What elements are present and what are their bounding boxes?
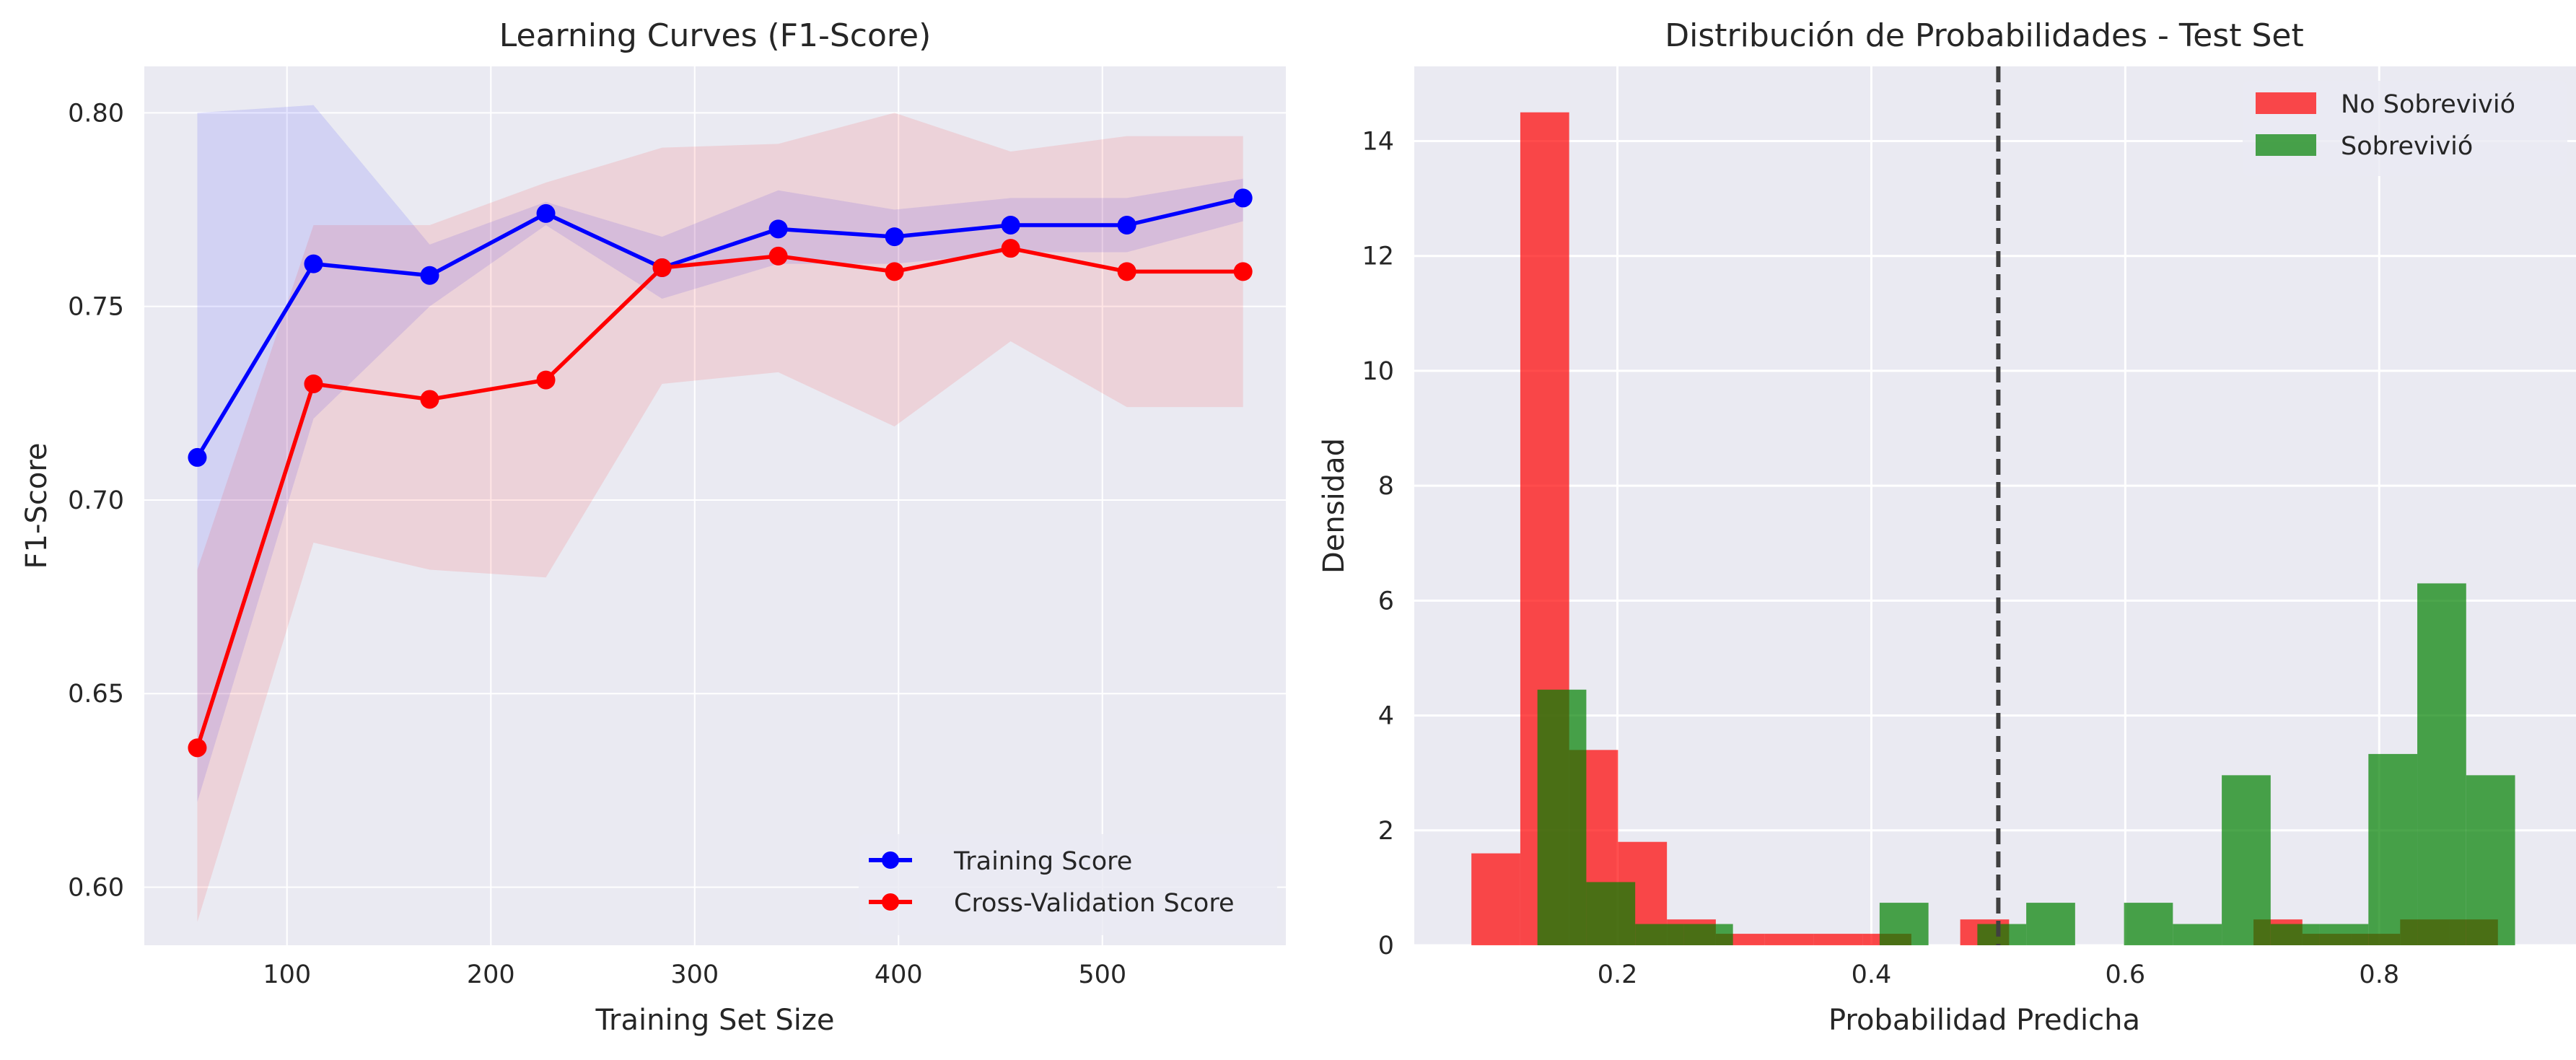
lc-y-tick-label: 0.80 — [68, 99, 124, 128]
lc-x-tick-label: 300 — [670, 960, 719, 989]
hist-x-tick-label: 0.8 — [2359, 960, 2399, 989]
hist-bar-no-sobrevivio — [1471, 853, 1520, 945]
lc-point-training-score — [1233, 188, 1253, 208]
lc-legend-marker-cv — [882, 893, 899, 911]
hist-y-tick-label: 2 — [1378, 817, 1394, 846]
hist-x-axis-label: Probabilidad Predicha — [1828, 1004, 2140, 1037]
lc-point-cross-validation-score — [1001, 239, 1020, 258]
lc-x-tick-label: 200 — [467, 960, 515, 989]
hist-bar-sobrevivio — [1586, 882, 1636, 945]
hist-y-tick-label: 8 — [1378, 472, 1394, 501]
lc-point-training-score — [1001, 215, 1020, 235]
hist-bars-sobrevivio — [1537, 583, 2515, 945]
lc-y-tick-label: 0.70 — [68, 486, 124, 515]
hist-bar-sobrevivio — [2124, 903, 2173, 945]
hist-x-tick-label: 0.4 — [1852, 960, 1892, 989]
hist-x-tick-label: 0.2 — [1598, 960, 1638, 989]
lc-point-cross-validation-score — [1117, 262, 1136, 281]
hist-y-tick-label: 10 — [1362, 357, 1394, 386]
hist-y-tick-labels: 0 2 4 6 8 10 12 14 — [1362, 127, 1394, 960]
hist-chart-title: Distribución de Probabilidades - Test Se… — [1665, 17, 2303, 54]
lc-point-cross-validation-score — [420, 390, 439, 409]
hist-legend-frame — [2243, 81, 2567, 176]
hist-bar-sobrevivio — [2026, 903, 2075, 945]
lc-series-points — [188, 188, 1253, 758]
lc-point-training-score — [188, 447, 207, 467]
lc-point-training-score — [768, 219, 788, 239]
lc-chart-title: Learning Curves (F1-Score) — [499, 17, 931, 54]
lc-y-tick-label: 0.75 — [68, 293, 124, 322]
lc-y-tick-labels: 0.60 0.65 0.70 0.75 0.80 — [68, 99, 124, 902]
lc-series-lines — [195, 196, 1244, 749]
hist-legend-label-no-sobrevivio: No Sobrevivió — [2341, 90, 2515, 119]
hist-x-tick-labels: 0.2 0.4 0.6 0.8 — [1598, 960, 2399, 989]
lc-y-tick-label: 0.60 — [68, 874, 124, 903]
lc-variance-bands — [197, 105, 1243, 922]
hist-bar-sobrevivio — [2417, 583, 2466, 945]
lc-x-tick-label: 400 — [875, 960, 923, 989]
hist-legend: No Sobrevivió Sobrevivió — [2243, 81, 2567, 176]
lc-x-tick-label: 500 — [1078, 960, 1126, 989]
lc-point-training-score — [1117, 215, 1136, 235]
lc-legend-label-training: Training Score — [953, 847, 1132, 876]
hist-bar-sobrevivio — [2466, 775, 2515, 945]
hist-bar-sobrevivio — [2270, 924, 2320, 945]
lc-line-cross-validation-score — [195, 246, 1243, 749]
lc-point-cross-validation-score — [536, 370, 556, 390]
lc-y-tick-label: 0.65 — [68, 680, 124, 709]
hist-bar-no-sobrevivio — [1813, 934, 1863, 945]
hist-bar-sobrevivio — [1879, 903, 1929, 945]
hist-y-tick-label: 14 — [1362, 127, 1394, 156]
lc-gridlines — [144, 66, 1286, 945]
hist-bar-sobrevivio — [1537, 689, 1587, 945]
lc-x-axis-label: Training Set Size — [595, 1004, 834, 1037]
lc-legend: Training Score Cross-Validation Score — [859, 834, 1277, 935]
lc-point-cross-validation-score — [188, 738, 207, 758]
hist-legend-label-sobrevivio: Sobrevivió — [2341, 132, 2473, 161]
lc-legend-frame — [859, 834, 1277, 935]
hist-bar-sobrevivio — [1977, 924, 2027, 945]
lc-y-axis-label: F1-Score — [20, 443, 53, 569]
hist-y-tick-label: 4 — [1378, 702, 1394, 731]
lc-band-training-score — [197, 105, 1243, 802]
hist-bar-sobrevivio — [2173, 924, 2222, 945]
hist-y-tick-label: 6 — [1378, 587, 1394, 616]
hist-y-tick-label: 12 — [1362, 242, 1394, 271]
lc-point-cross-validation-score — [1233, 262, 1253, 281]
lc-point-training-score — [536, 203, 556, 223]
lc-line-training-score — [196, 196, 1244, 459]
lc-legend-marker-training — [882, 851, 899, 869]
lc-point-training-score — [304, 254, 323, 273]
lc-band-cross-validation-score — [197, 113, 1243, 922]
lc-x-tick-labels: 100 200 300 400 500 — [263, 960, 1126, 989]
lc-point-cross-validation-score — [885, 262, 904, 281]
learning-curves-panel: 100 200 300 400 500 0.60 0.65 0.70 0.75 0.80 Lea… — [20, 17, 1286, 1037]
lc-point-training-score — [885, 227, 904, 247]
hist-bar-sobrevivio — [2368, 753, 2418, 945]
lc-plot-area — [144, 66, 1286, 945]
probability-histogram-panel: 0.2 0.4 0.6 0.8 0 2 4 6 8 10 12 14 Distribución de… — [1318, 17, 2576, 1037]
lc-point-cross-validation-score — [304, 374, 323, 393]
hist-bar-sobrevivio — [1683, 924, 1733, 945]
hist-bar-sobrevivio — [2319, 924, 2369, 945]
lc-x-tick-label: 100 — [263, 960, 311, 989]
hist-legend-swatch-sobrevivio — [2256, 134, 2316, 156]
lc-point-training-score — [420, 266, 439, 285]
hist-y-axis-label: Densidad — [1318, 438, 1351, 574]
hist-bar-no-sobrevivio — [1764, 934, 1814, 945]
hist-y-tick-label: 0 — [1378, 932, 1394, 960]
hist-legend-swatch-no-sobrevivio — [2256, 92, 2316, 114]
lc-point-cross-validation-score — [768, 246, 788, 266]
lc-point-cross-validation-score — [652, 258, 672, 278]
hist-bar-sobrevivio — [1635, 924, 1684, 945]
hist-bar-sobrevivio — [2222, 775, 2271, 945]
hist-x-tick-label: 0.6 — [2106, 960, 2146, 989]
lc-legend-label-cv: Cross-Validation Score — [954, 889, 1235, 918]
